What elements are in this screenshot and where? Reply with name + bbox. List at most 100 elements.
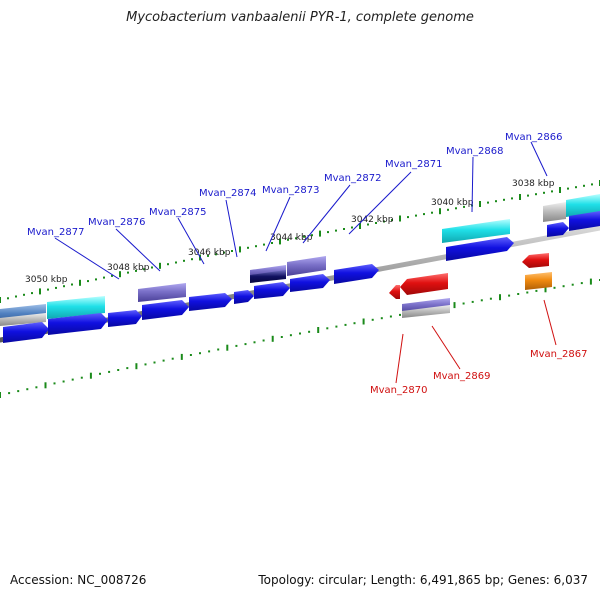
track-dot xyxy=(295,237,297,240)
track-dot xyxy=(517,293,520,295)
feature-block[interactable] xyxy=(566,194,600,217)
cds-arrow-reverse[interactable] xyxy=(522,253,549,268)
track-dot xyxy=(171,357,174,360)
gene-label[interactable]: Mvan_2867 xyxy=(530,349,587,360)
track-tick xyxy=(0,392,1,398)
track-dot xyxy=(208,350,211,353)
cds-arrow-reverse[interactable] xyxy=(389,285,400,299)
gene-label[interactable]: Mvan_2869 xyxy=(433,371,490,382)
track-tick xyxy=(589,278,592,285)
cds-arrow[interactable] xyxy=(142,300,189,320)
track-dot xyxy=(303,235,305,238)
track-dot xyxy=(244,343,247,346)
feature-block[interactable] xyxy=(442,219,510,243)
track-dot xyxy=(126,367,129,370)
track-dot xyxy=(108,370,111,373)
track-dot xyxy=(71,378,74,381)
tick-label: 3048 kbp xyxy=(107,263,150,273)
feature-block[interactable] xyxy=(47,296,105,319)
track-dot xyxy=(571,283,574,286)
gene-label[interactable]: Mvan_2877 xyxy=(27,227,84,238)
cds-arrow[interactable] xyxy=(254,282,290,299)
track-tick xyxy=(239,246,241,253)
track-dot xyxy=(335,229,337,232)
feature-block[interactable] xyxy=(138,283,186,302)
track-dot xyxy=(143,268,145,271)
track-tick xyxy=(159,262,161,269)
track-dot xyxy=(583,184,585,187)
track-dot xyxy=(367,223,369,226)
track-dot xyxy=(299,332,301,335)
track-dot xyxy=(562,285,565,288)
cds-arrow[interactable] xyxy=(3,322,49,343)
cds-arrow[interactable] xyxy=(547,222,569,237)
gene-label[interactable]: Mvan_2874 xyxy=(199,188,256,199)
cds-arrow[interactable] xyxy=(290,274,330,292)
track-tick xyxy=(399,215,401,222)
gene-label[interactable]: Mvan_2872 xyxy=(324,173,381,184)
track-dot xyxy=(480,299,483,302)
track-dot xyxy=(471,300,474,303)
feature-block[interactable] xyxy=(0,313,46,326)
cds-arrow[interactable] xyxy=(334,264,379,284)
track-tick xyxy=(79,279,81,286)
feature-block[interactable] xyxy=(543,202,566,222)
cds-arrow[interactable] xyxy=(48,313,108,335)
track-dot xyxy=(535,289,538,292)
track-dot xyxy=(353,322,356,325)
track-dot xyxy=(407,216,409,219)
track-dot xyxy=(26,388,29,391)
feature-block[interactable] xyxy=(525,272,552,290)
track-tick xyxy=(362,318,365,325)
track-dot xyxy=(199,352,201,355)
gene-label[interactable]: Mvan_2875 xyxy=(149,207,206,218)
gene-label[interactable]: Mvan_2868 xyxy=(446,146,503,157)
track-dot xyxy=(567,187,569,190)
feature-block[interactable] xyxy=(287,256,326,276)
track-dot xyxy=(253,341,256,344)
cds-arrow-reverse[interactable] xyxy=(400,273,448,295)
cds-arrow[interactable] xyxy=(189,293,232,311)
reverse-gene-labels: Mvan_2867 Mvan_2869 Mvan_2870 xyxy=(370,349,587,396)
track-dot xyxy=(463,205,465,208)
gene-label[interactable]: Mvan_2876 xyxy=(88,217,145,228)
track-dot xyxy=(217,348,220,351)
gene-label[interactable]: Mvan_2870 xyxy=(370,385,427,396)
track-dot xyxy=(162,359,165,362)
track-dot xyxy=(231,250,233,252)
track-dot xyxy=(183,259,185,262)
track-dot xyxy=(95,278,97,281)
track-dot xyxy=(391,219,393,221)
gene-label[interactable]: Mvan_2871 xyxy=(385,159,442,170)
track-tick xyxy=(119,271,121,278)
track-tick xyxy=(499,294,501,301)
track-dot xyxy=(135,269,137,272)
track-dot xyxy=(53,382,56,385)
track-dot xyxy=(327,231,329,234)
cds-arrow[interactable] xyxy=(569,211,600,231)
track-dot xyxy=(508,294,511,297)
track-dot xyxy=(495,200,497,203)
feature-block[interactable] xyxy=(402,298,450,313)
track-dot xyxy=(17,390,20,393)
feature-block[interactable] xyxy=(250,270,286,283)
track-dot xyxy=(335,325,338,328)
cds-arrow[interactable] xyxy=(446,237,514,261)
track-dot xyxy=(527,194,529,197)
forward-cds-track xyxy=(3,211,600,343)
tick-label: 3042 kbp xyxy=(351,215,394,225)
cds-arrow[interactable] xyxy=(108,310,142,327)
feature-block[interactable] xyxy=(402,305,450,318)
track-dot xyxy=(215,253,217,256)
track-dot xyxy=(263,243,265,246)
track-tick xyxy=(89,372,92,379)
gene-label[interactable]: Mvan_2873 xyxy=(262,185,319,196)
gene-label[interactable]: Mvan_2866 xyxy=(505,132,562,143)
genome-title: Mycobacterium vanbaalenii PYR-1, complet… xyxy=(126,10,474,25)
track-dot xyxy=(380,317,383,320)
track-dot xyxy=(308,330,311,333)
track-dot xyxy=(255,245,257,248)
cds-arrow[interactable] xyxy=(234,290,254,304)
track-dot xyxy=(153,361,156,364)
track-dot xyxy=(535,193,537,196)
